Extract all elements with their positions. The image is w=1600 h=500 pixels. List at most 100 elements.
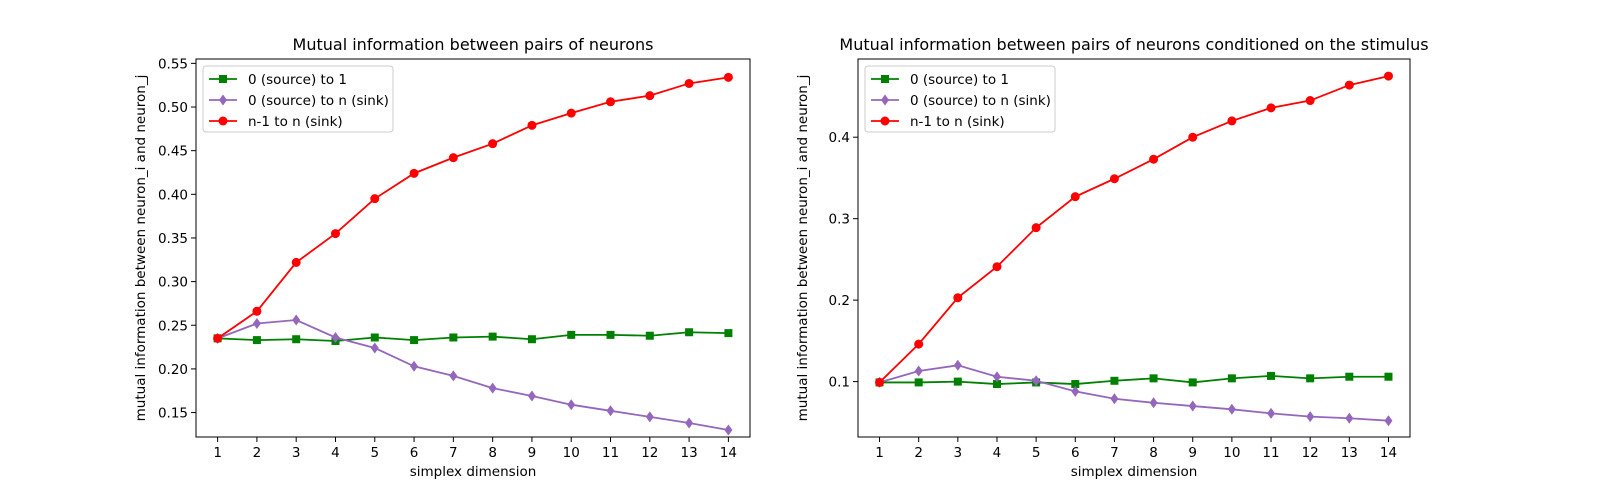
data-point <box>1070 192 1080 202</box>
y-tick-label: 0.50 <box>158 100 188 116</box>
series-line <box>217 319 729 431</box>
data-point <box>953 377 962 386</box>
x-tick-label: 11 <box>602 445 619 461</box>
legend-marker <box>881 94 889 106</box>
x-tick-label: 13 <box>1341 445 1358 461</box>
data-point <box>252 318 261 330</box>
data-point <box>331 331 340 343</box>
data-point <box>252 336 261 345</box>
data-point <box>684 78 694 88</box>
x-tick-label: 3 <box>292 445 301 461</box>
data-point <box>409 168 419 178</box>
data-point <box>724 329 733 338</box>
data-point <box>1149 374 1158 383</box>
data-point <box>488 382 497 394</box>
x-tick-label: 10 <box>1223 445 1240 461</box>
legend-box <box>864 65 1056 133</box>
x-tick-label: 14 <box>1380 445 1397 461</box>
data-point <box>252 306 262 316</box>
series-1 <box>213 328 733 345</box>
data-point <box>914 365 923 377</box>
x-tick-label: 5 <box>1032 445 1041 461</box>
x-axis-label: simplex dimension <box>410 464 537 480</box>
data-point <box>527 120 537 130</box>
data-point <box>1305 96 1315 106</box>
data-point <box>1227 374 1236 383</box>
legend-label: 0 (source) to n (sink) <box>910 93 1051 109</box>
data-point <box>527 335 536 344</box>
data-point <box>875 377 885 387</box>
legend-label: n-1 to n (sink) <box>910 114 1005 130</box>
x-tick-label: 11 <box>1262 445 1279 461</box>
data-point <box>370 333 379 342</box>
legend: 0 (source) to 1 0 (source) to n (sink) n-1… <box>864 65 1056 133</box>
x-tick-label: 4 <box>331 445 340 461</box>
legend-item-2: 0 (source) to n (sink) <box>209 93 389 109</box>
series-1 <box>875 371 1393 389</box>
series-2 <box>875 359 1393 427</box>
data-point <box>1110 393 1119 405</box>
y-axis-label: mutual information between neuron_i and … <box>133 75 149 422</box>
data-point <box>567 399 576 411</box>
x-tick-label: 5 <box>370 445 379 461</box>
x-tick-label: 7 <box>1110 445 1119 461</box>
data-point <box>410 360 419 372</box>
data-point <box>685 328 694 337</box>
y-tick-label: 0.55 <box>158 56 188 72</box>
data-point <box>1383 71 1393 81</box>
data-point <box>645 91 655 101</box>
x-tick-label: 8 <box>488 445 497 461</box>
legend-item-3: n-1 to n (sink) <box>209 114 343 130</box>
data-point <box>723 72 733 82</box>
y-tick-label: 0.1 <box>829 375 850 391</box>
series-line <box>878 75 1389 384</box>
legend-box <box>202 65 394 133</box>
data-point <box>1109 174 1119 184</box>
data-point <box>1071 380 1080 389</box>
y-tick-label: 0.15 <box>158 406 188 422</box>
data-point <box>1149 397 1158 409</box>
data-point <box>992 262 1002 272</box>
x-tick-label: 9 <box>1188 445 1197 461</box>
y-tick-label: 0.20 <box>158 362 188 378</box>
data-point <box>645 411 654 423</box>
data-point <box>992 380 1001 389</box>
x-tick-label: 2 <box>914 445 923 461</box>
x-tick-label: 14 <box>720 445 737 461</box>
chart-2: Mutual information between pairs of neur… <box>795 35 1429 480</box>
data-point <box>330 229 340 239</box>
legend-label: 0 (source) to 1 <box>248 72 347 88</box>
data-point <box>1306 374 1315 383</box>
data-point <box>567 330 576 339</box>
x-tick-label: 12 <box>1302 445 1319 461</box>
x-axis-label: simplex dimension <box>1071 464 1198 480</box>
plot-frame <box>857 58 1411 438</box>
data-point <box>370 342 379 354</box>
data-point <box>914 339 924 349</box>
data-point <box>1032 375 1041 387</box>
data-point <box>1267 371 1276 380</box>
data-point <box>527 390 536 402</box>
data-point <box>566 108 576 118</box>
x-tick-label: 6 <box>410 445 419 461</box>
legend-item-3: n-1 to n (sink) <box>871 114 1005 130</box>
y-tick-label: 0.2 <box>829 293 850 309</box>
series-3 <box>213 72 733 343</box>
series-line <box>879 364 1389 422</box>
data-point <box>1227 116 1237 126</box>
data-point <box>1266 103 1276 113</box>
legend-item-1: 0 (source) to 1 <box>209 72 347 88</box>
data-point <box>488 139 498 149</box>
data-point <box>914 378 923 387</box>
y-tick-label: 0.30 <box>158 275 188 291</box>
x-tick-label: 4 <box>993 445 1002 461</box>
data-point <box>953 359 962 371</box>
data-point <box>1227 403 1236 415</box>
legend-label: 0 (source) to n (sink) <box>248 93 389 109</box>
series-3 <box>875 71 1393 387</box>
y-tick-label: 0.40 <box>158 187 188 203</box>
chart-title: Mutual information between pairs of neur… <box>293 35 654 54</box>
x-tick-label: 8 <box>1149 445 1158 461</box>
y-tick-label: 0.3 <box>829 212 850 228</box>
chart-1: Mutual information between pairs of neur… <box>133 35 751 480</box>
